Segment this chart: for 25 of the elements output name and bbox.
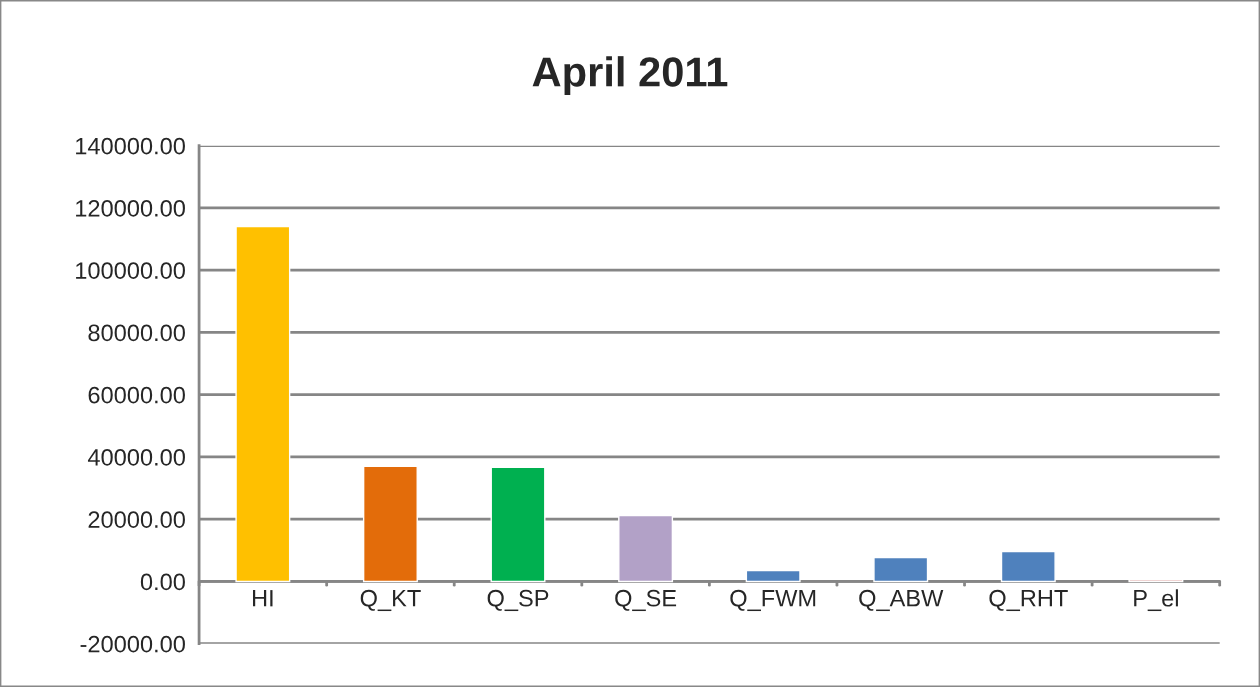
y-tick-label: 80000.00 (88, 324, 185, 342)
y-tick-label: 0.00 (140, 573, 185, 591)
y-tick-label: 100000.00 (76, 262, 185, 279)
x-tick-label: P_el (1134, 589, 1178, 612)
y-tick-label: 20000.00 (88, 511, 185, 528)
x-tick-label: Q_ABW (859, 589, 944, 612)
bar (362, 465, 418, 583)
x-tick-label: Q_SP (487, 589, 549, 612)
y-tick-label: 120000.00 (76, 199, 185, 217)
y-tick-label: 140000.00 (76, 137, 185, 155)
x-tick-label: Q_KT (360, 589, 421, 612)
chart-title: April 2011 (532, 56, 728, 95)
bar (1000, 550, 1056, 583)
x-tick-label: HI (253, 590, 273, 607)
y-tick-label: 40000.00 (87, 449, 185, 466)
bar (490, 466, 546, 583)
y-tick-label: 60000.00 (88, 386, 185, 404)
bar (235, 225, 291, 583)
y-tick-label: -20000.00 (80, 635, 185, 653)
bar (873, 556, 929, 583)
bar (745, 569, 801, 583)
x-tick-label: Q_RHT (989, 589, 1068, 612)
x-tick-label: Q_SE (615, 589, 677, 612)
x-tick-label: Q_FWM (730, 589, 816, 612)
bar (618, 514, 674, 583)
